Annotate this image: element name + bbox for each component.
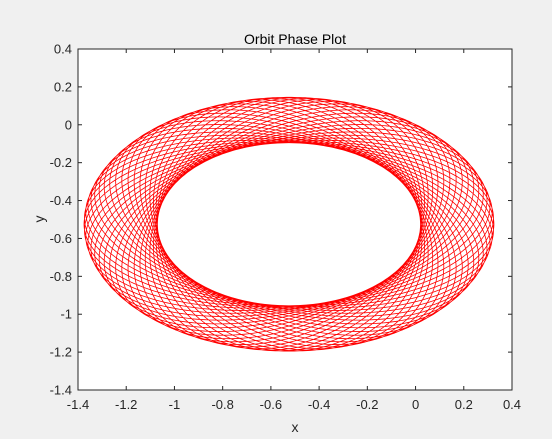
- y-axis: 0.4 0.2 0 -0.2 -0.4 -0.6 -0.8 -1 -1.2 -1.4: [50, 42, 512, 398]
- y-tick-label: 0.2: [54, 79, 72, 94]
- y-tick-label: -0.6: [50, 231, 72, 246]
- x-tick-label: 0.2: [455, 397, 473, 412]
- x-axis-label: x: [292, 419, 299, 435]
- y-tick-label: 0.4: [54, 42, 72, 57]
- plot-area: [83, 96, 495, 352]
- y-axis-label: y: [31, 216, 47, 223]
- x-tick-label: -0.4: [308, 397, 330, 412]
- y-tick-label: -0.8: [50, 269, 72, 284]
- x-tick-label: -0.8: [211, 397, 233, 412]
- x-tick-label: -1.4: [67, 397, 89, 412]
- orbit-series-line: [83, 96, 495, 352]
- x-tick-label: 0.4: [503, 397, 521, 412]
- x-tick-label: 0: [412, 397, 419, 412]
- y-tick-label: -1.4: [50, 383, 72, 398]
- chart-title: Orbit Phase Plot: [244, 31, 346, 47]
- y-tick-label: 0: [65, 117, 72, 132]
- x-tick-label: -0.6: [260, 397, 282, 412]
- x-axis: -1.4 -1.2 -1 -0.8 -0.6 -0.4 -0.2 0 0.2 0.4: [67, 49, 521, 412]
- y-tick-label: -1: [60, 307, 72, 322]
- y-tick-label: -0.4: [50, 193, 72, 208]
- x-tick-label: -1: [169, 397, 181, 412]
- y-tick-label: -1.2: [50, 345, 72, 360]
- y-tick-label: -0.2: [50, 155, 72, 170]
- x-tick-label: -1.2: [115, 397, 137, 412]
- axes-box: [77, 48, 513, 391]
- x-tick-label: -0.2: [356, 397, 378, 412]
